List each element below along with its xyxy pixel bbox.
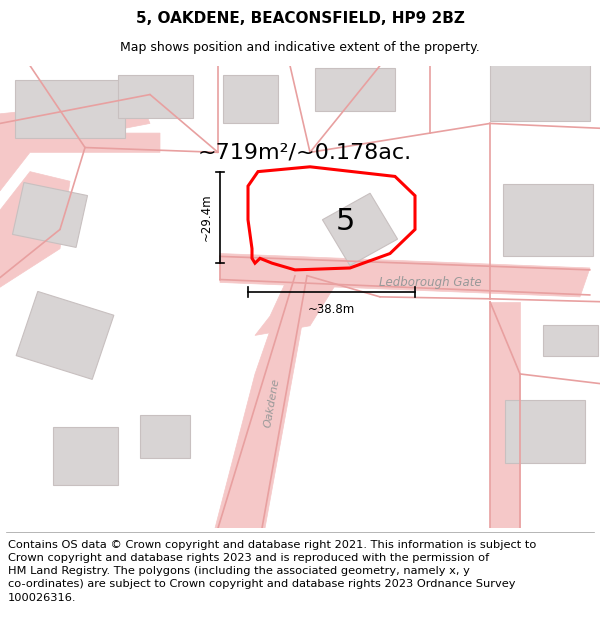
Polygon shape (0, 133, 160, 191)
Polygon shape (15, 80, 125, 138)
Text: Map shows position and indicative extent of the property.: Map shows position and indicative extent… (120, 41, 480, 54)
Text: Contains OS data © Crown copyright and database right 2021. This information is : Contains OS data © Crown copyright and d… (8, 540, 536, 602)
Polygon shape (13, 182, 88, 248)
Polygon shape (503, 184, 593, 256)
Polygon shape (118, 75, 193, 118)
Polygon shape (220, 254, 590, 297)
Polygon shape (140, 415, 190, 458)
Text: Oakdene: Oakdene (263, 378, 281, 428)
Polygon shape (490, 302, 520, 528)
Polygon shape (505, 401, 585, 463)
Polygon shape (490, 58, 590, 121)
Text: ~38.8m: ~38.8m (308, 303, 355, 316)
Polygon shape (542, 325, 598, 356)
Polygon shape (223, 75, 277, 124)
Text: 5: 5 (335, 208, 355, 236)
Polygon shape (16, 291, 114, 379)
Polygon shape (215, 272, 310, 528)
Text: 5, OAKDENE, BEACONSFIELD, HP9 2BZ: 5, OAKDENE, BEACONSFIELD, HP9 2BZ (136, 11, 464, 26)
Polygon shape (0, 172, 70, 288)
Text: ~719m²/~0.178ac.: ~719m²/~0.178ac. (198, 142, 412, 162)
Polygon shape (0, 99, 150, 152)
Polygon shape (322, 193, 398, 266)
Text: Ledborough Gate: Ledborough Gate (379, 276, 481, 289)
Text: ~29.4m: ~29.4m (199, 194, 212, 241)
Polygon shape (255, 272, 340, 336)
Polygon shape (53, 427, 118, 485)
Polygon shape (315, 68, 395, 111)
